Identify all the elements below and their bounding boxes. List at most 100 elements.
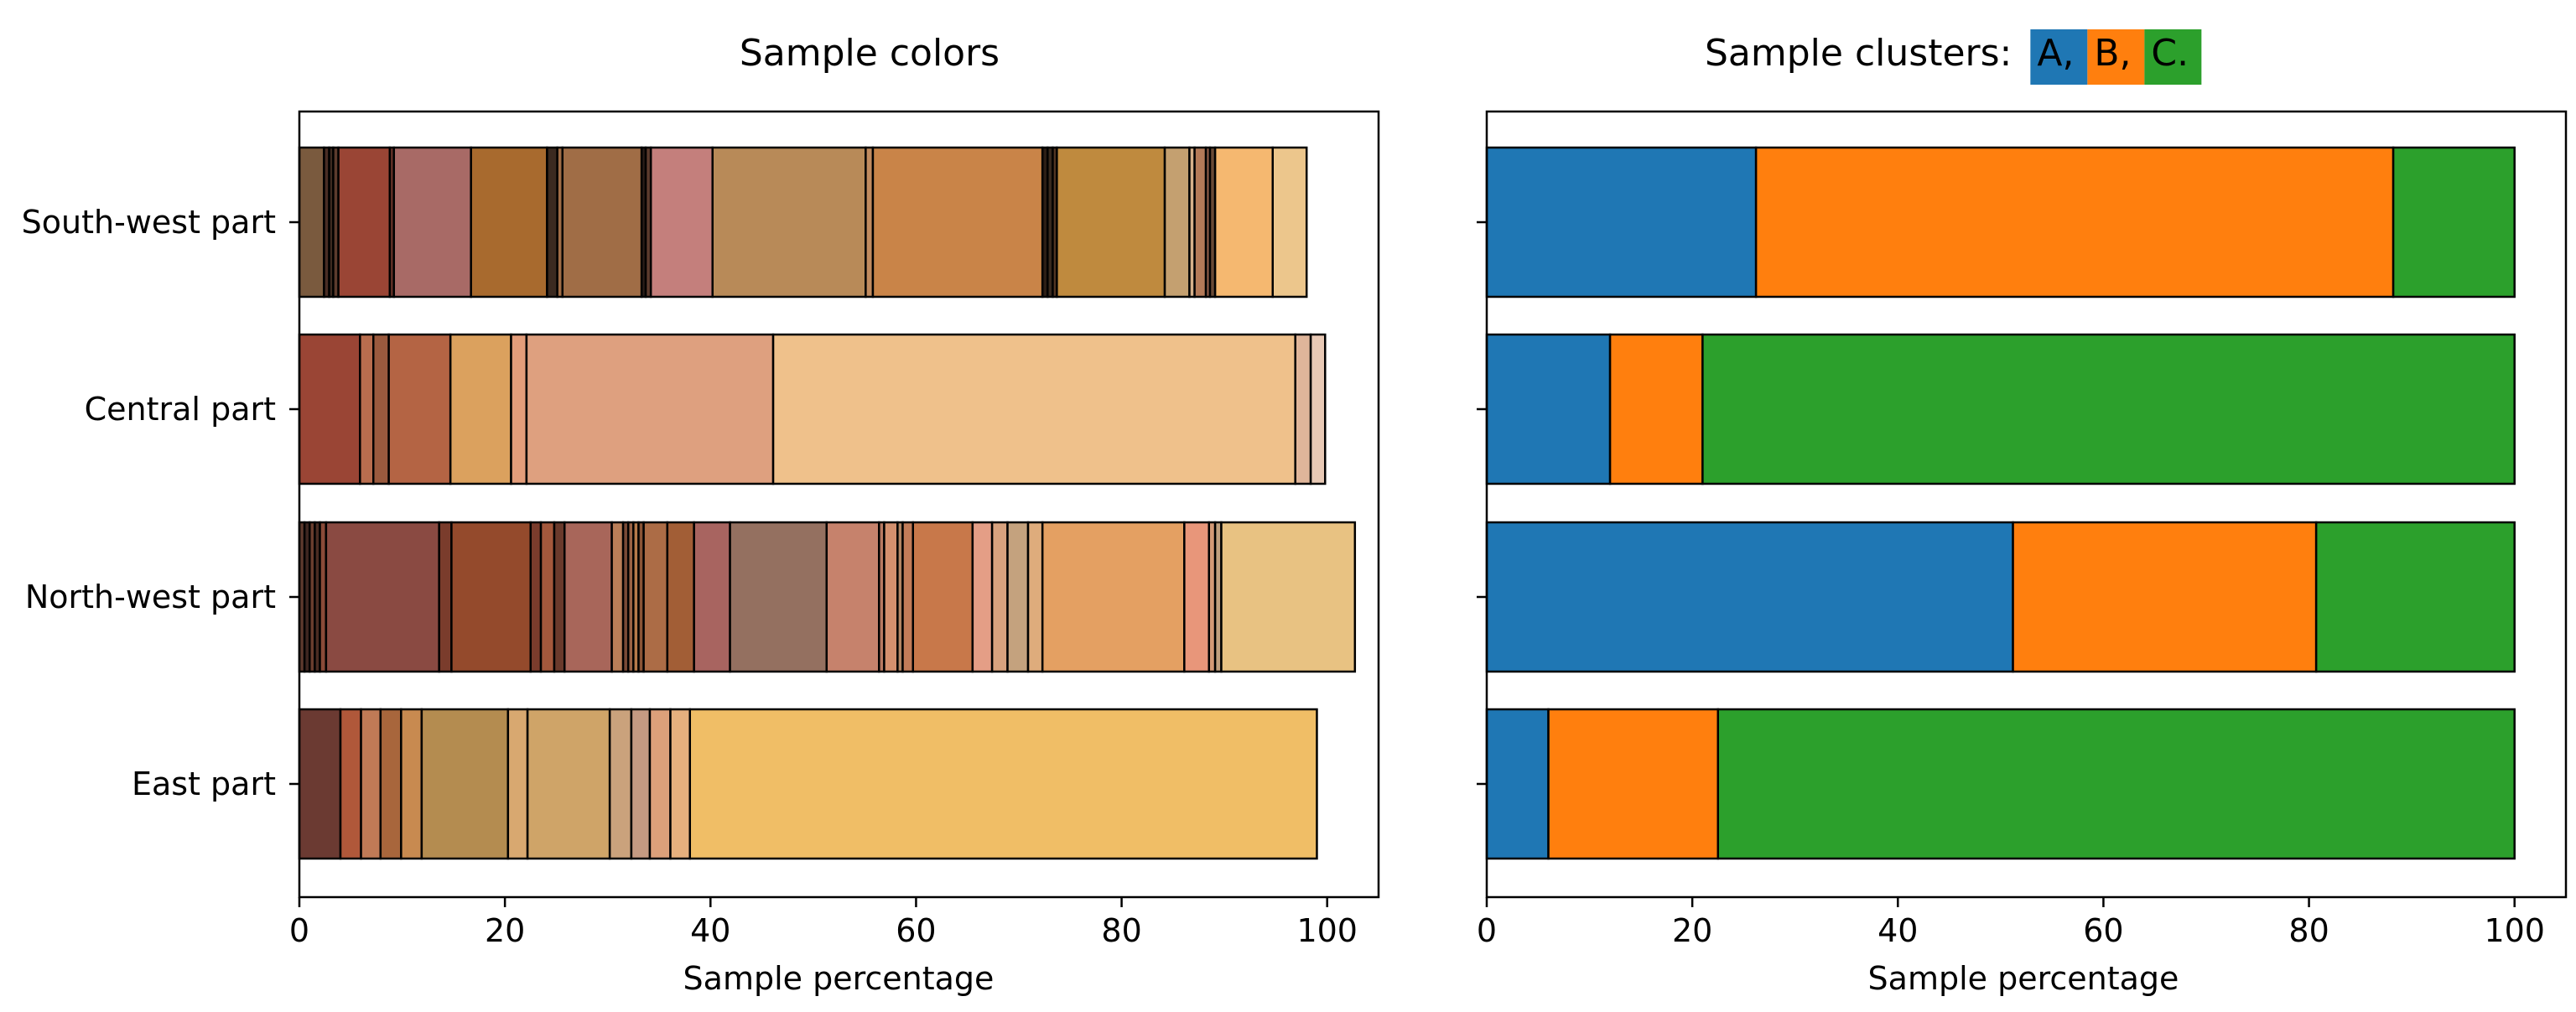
y-tick-label-central-part: Central part: [85, 391, 276, 428]
bar-north-west-part-cluster-c: [2314, 521, 2516, 673]
legend-label-b: B,: [2094, 32, 2131, 75]
bar-segment-north-west-part-10: [553, 521, 566, 673]
bar-central-part-cluster-a: [1485, 333, 1612, 485]
x-tick-label: 80: [2288, 912, 2329, 949]
bar-segment-east-part-6: [506, 708, 529, 860]
bar-segment-south-west-part-10: [561, 146, 643, 298]
bar-segment-north-west-part-17: [642, 521, 669, 673]
bar-segment-north-west-part-32: [1183, 521, 1211, 673]
legend-chip-a: [2030, 29, 2088, 85]
plot-area-frame-right: [1485, 110, 2568, 899]
bar-segment-north-west-part-19: [693, 521, 731, 673]
x-tick-label: 80: [1101, 912, 1141, 949]
bar-central-part-cluster-b: [1608, 333, 1704, 485]
bar-segment-south-west-part-21: [1163, 146, 1191, 298]
sample-colors-x-axis: 0 20 40 60 80 100: [289, 897, 1358, 949]
chart-sample-clusters: Sample clusters: A, B, C. 0 20 40 60 80 100 Sam…: [1477, 29, 2568, 997]
bar-segment-east-part-2: [360, 708, 382, 860]
bar-segment-south-west-part-27: [1271, 146, 1308, 298]
legend-label-c: C.: [2151, 32, 2189, 75]
bar-segment-north-west-part-7: [450, 521, 532, 673]
bar-segment-south-west-part-26: [1213, 146, 1275, 298]
bar-segment-north-west-part-11: [563, 521, 613, 673]
bar-segment-south-west-part-4: [337, 146, 392, 298]
bar-segment-central-part-4: [449, 333, 512, 485]
bar-segment-central-part-3: [387, 333, 452, 485]
bar-segment-east-part-7: [526, 708, 611, 860]
x-tick-label: 0: [289, 912, 309, 949]
bar-segment-south-west-part-13: [649, 146, 714, 298]
bar-east-part-cluster-b: [1547, 708, 1720, 860]
bar-segment-south-west-part-16: [871, 146, 1044, 298]
bar-segment-east-part-5: [420, 708, 510, 860]
y-tick-label-north-west-part: North-west part: [25, 579, 276, 615]
bar-segment-north-west-part-23: [883, 521, 899, 673]
x-tick-label: 100: [2484, 912, 2545, 949]
x-axis-label-left: Sample percentage: [683, 960, 995, 997]
chart-title-sample-colors: Sample colors: [740, 32, 1000, 75]
bar-segment-east-part-10: [648, 708, 672, 860]
bar-segment-north-west-part-18: [666, 521, 695, 673]
bar-north-west-part-cluster-a: [1485, 521, 2014, 673]
bar-segment-north-west-part-26: [911, 521, 974, 673]
bar-segment-central-part-5: [510, 333, 528, 485]
bar-segment-south-west-part-23: [1193, 146, 1208, 298]
bar-segment-central-part-7: [771, 333, 1296, 485]
legend-chip-c: [2144, 29, 2202, 85]
y-tick-label-south-west-part: South-west part: [22, 204, 276, 241]
bar-segment-east-part-12: [688, 708, 1318, 860]
bar-segment-north-west-part-12: [610, 521, 625, 673]
bar-segment-south-west-part-14: [711, 146, 867, 298]
legend-chip-b: [2087, 29, 2145, 85]
chart-sample-colors: Sample colors South-west part Central par…: [22, 32, 1380, 997]
chart-title-sample-clusters: Sample clusters:: [1705, 32, 2023, 75]
bar-segment-east-part-11: [669, 708, 692, 860]
x-tick-label: 20: [485, 912, 525, 949]
bar-segment-central-part-1: [359, 333, 375, 485]
bar-segment-east-part-9: [630, 708, 652, 860]
x-tick-label: 60: [896, 912, 936, 949]
x-tick-label: 60: [2083, 912, 2123, 949]
bar-segment-central-part-8: [1294, 333, 1312, 485]
bar-segment-south-west-part-6: [392, 146, 472, 298]
legend-label-a: A,: [2037, 32, 2074, 75]
x-tick-label: 40: [690, 912, 730, 949]
bar-segment-central-part-6: [525, 333, 775, 485]
bar-south-west-part-cluster-c: [2392, 146, 2516, 298]
bar-segment-north-west-part-6: [438, 521, 453, 673]
bar-segment-south-west-part-20: [1056, 146, 1166, 298]
bar-segment-north-west-part-25: [901, 521, 915, 673]
bar-north-west-part-cluster-b: [2012, 521, 2318, 673]
bar-segment-central-part-2: [372, 333, 390, 485]
plot-area-frame-left: [298, 110, 1380, 899]
bar-segment-north-west-part-28: [990, 521, 1009, 673]
cluster-legend: A, B, C.: [2030, 29, 2202, 85]
sample-colors-y-axis: South-west part Central part North-west pa…: [22, 204, 299, 802]
bar-south-west-part-cluster-a: [1485, 146, 1758, 298]
x-tick-label: 20: [1672, 912, 1712, 949]
bar-segment-north-west-part-30: [1026, 521, 1044, 673]
bar-east-part-cluster-a: [1485, 708, 1550, 860]
bar-south-west-part-cluster-b: [1754, 146, 2395, 298]
y-tick-label-east-part: East part: [132, 765, 276, 802]
x-axis-label-right: Sample percentage: [1868, 960, 2179, 997]
bar-segment-north-west-part-9: [539, 521, 556, 673]
bar-segment-north-west-part-31: [1041, 521, 1186, 673]
bar-segment-north-west-part-35: [1220, 521, 1357, 673]
bar-segment-north-west-part-29: [1006, 521, 1030, 673]
bar-segment-south-west-part-15: [865, 146, 875, 298]
bar-segment-south-west-part-8: [546, 146, 558, 298]
x-tick-label: 100: [1296, 912, 1358, 949]
x-tick-label: 40: [1877, 912, 1918, 949]
bar-segment-south-west-part-0: [298, 146, 325, 298]
bar-segment-central-part-9: [1309, 333, 1327, 485]
bar-segment-south-west-part-7: [470, 146, 548, 298]
sample-colors-bars: [298, 146, 1357, 860]
bar-central-part-cluster-c: [1701, 333, 2516, 485]
bar-segment-east-part-4: [400, 708, 423, 860]
bar-segment-east-part-0: [298, 708, 342, 860]
sample-clusters-bars: [1485, 146, 2516, 860]
bar-segment-central-part-0: [298, 333, 361, 485]
sample-clusters-y-axis: [1477, 221, 1487, 786]
